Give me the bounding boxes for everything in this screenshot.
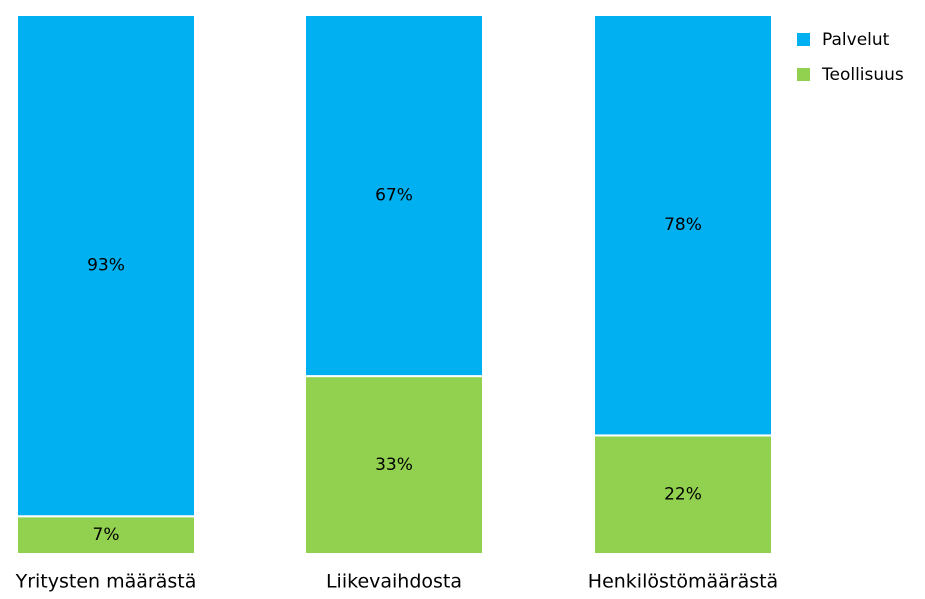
category-label: Yritysten määrästä <box>15 571 197 593</box>
bar-segment <box>304 14 484 378</box>
legend-label: Palvelut <box>822 30 890 50</box>
value-label: 78% <box>664 215 702 235</box>
bar-segment <box>593 434 773 556</box>
legend-swatch <box>797 33 810 46</box>
value-label: 33% <box>375 455 413 475</box>
category-label: Henkilöstömäärästä <box>588 571 778 593</box>
value-label: 22% <box>664 485 702 505</box>
bar-segment <box>593 14 773 437</box>
legend-swatch <box>797 68 810 81</box>
bar-segment <box>16 515 196 556</box>
value-label: 67% <box>375 186 413 206</box>
category-label: Liikevaihdosta <box>326 571 462 593</box>
bar-segment <box>16 14 196 518</box>
legend-label: Teollisuus <box>821 65 904 85</box>
value-label: 7% <box>93 525 120 545</box>
value-label: 93% <box>87 256 125 276</box>
